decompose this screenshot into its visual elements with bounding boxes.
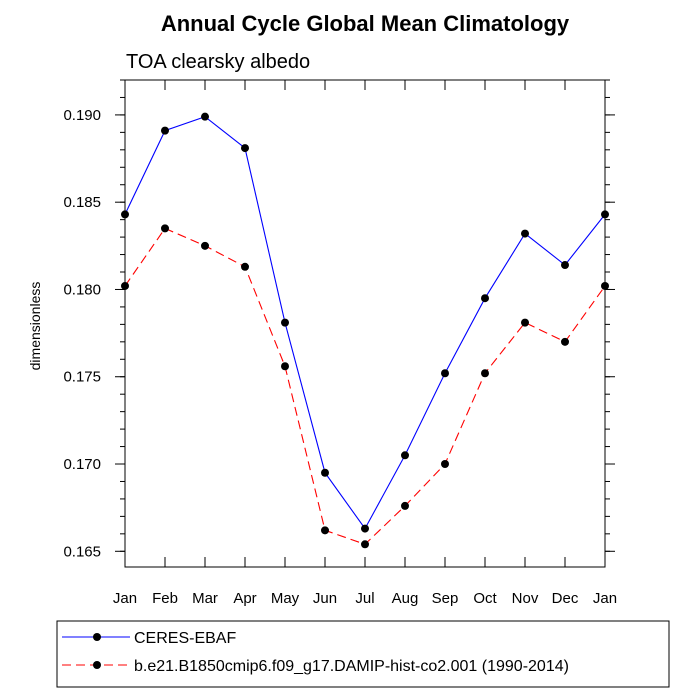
data-point <box>601 281 609 290</box>
x-tick-label: Sep <box>432 590 459 607</box>
x-tick-label: Apr <box>233 590 256 607</box>
x-tick-label: Nov <box>512 590 539 607</box>
series-layer <box>121 112 609 549</box>
data-point <box>281 362 289 371</box>
data-point <box>521 318 529 327</box>
plot-frame <box>124 79 606 568</box>
legend-marker <box>93 661 101 669</box>
data-point <box>601 210 609 219</box>
legend-label-2: b.e21.B1850cmip6.f09_g17.DAMIP-hist-co2.… <box>134 658 569 675</box>
x-tick-label: May <box>271 590 300 607</box>
y-tick-label: 0.180 <box>63 281 101 298</box>
data-point <box>361 524 369 533</box>
data-point <box>201 241 209 250</box>
x-tick-label: Feb <box>152 590 178 607</box>
x-tick-label: Jun <box>313 590 337 607</box>
series-line-2 <box>124 227 606 545</box>
data-point <box>401 501 409 510</box>
y-axis-label: dimensionless <box>27 282 43 371</box>
legend-marker <box>93 633 101 641</box>
data-point <box>521 229 529 238</box>
series-line-1 <box>124 116 606 530</box>
chart-title: Annual Cycle Global Mean Climatology <box>161 11 570 36</box>
x-tick-label: Aug <box>392 590 419 607</box>
data-point <box>201 112 209 121</box>
x-tick-label: Oct <box>473 590 497 607</box>
y-tick-label: 0.185 <box>63 194 101 211</box>
data-point <box>561 337 569 346</box>
data-point <box>241 262 249 271</box>
data-point <box>361 540 369 549</box>
x-tick-label: Dec <box>552 590 579 607</box>
data-point <box>161 224 169 233</box>
data-point <box>121 210 129 219</box>
data-point <box>401 451 409 460</box>
legend-box <box>56 620 670 688</box>
y-tick-label: 0.170 <box>63 456 101 473</box>
x-tick-label: Jan <box>113 590 137 607</box>
y-tick-label: 0.190 <box>63 107 101 124</box>
y-tick-label: 0.165 <box>63 543 101 560</box>
chart-subtitle: TOA clearsky albedo <box>126 51 310 73</box>
data-point <box>441 369 449 378</box>
x-tick-label: Mar <box>192 590 218 607</box>
legend: CERES-EBAF b.e21.B1850cmip6.f09_g17.DAMIP… <box>62 630 569 675</box>
data-point <box>321 526 329 535</box>
legend-label-1: CERES-EBAF <box>134 630 236 647</box>
data-point <box>321 468 329 477</box>
x-tick-label: Jan <box>593 590 617 607</box>
y-tick-label: 0.175 <box>63 369 101 386</box>
data-point <box>161 126 169 135</box>
ticks: Jan Feb Mar Apr May Jun Jul Aug Sep Oct Nov Dec Jan 0… <box>63 79 617 607</box>
data-point <box>481 294 489 303</box>
data-point <box>281 318 289 327</box>
data-point <box>241 144 249 153</box>
data-point <box>481 369 489 378</box>
x-tick-label: Jul <box>355 590 374 607</box>
data-point <box>441 460 449 469</box>
data-point <box>561 261 569 270</box>
data-point <box>121 281 129 290</box>
